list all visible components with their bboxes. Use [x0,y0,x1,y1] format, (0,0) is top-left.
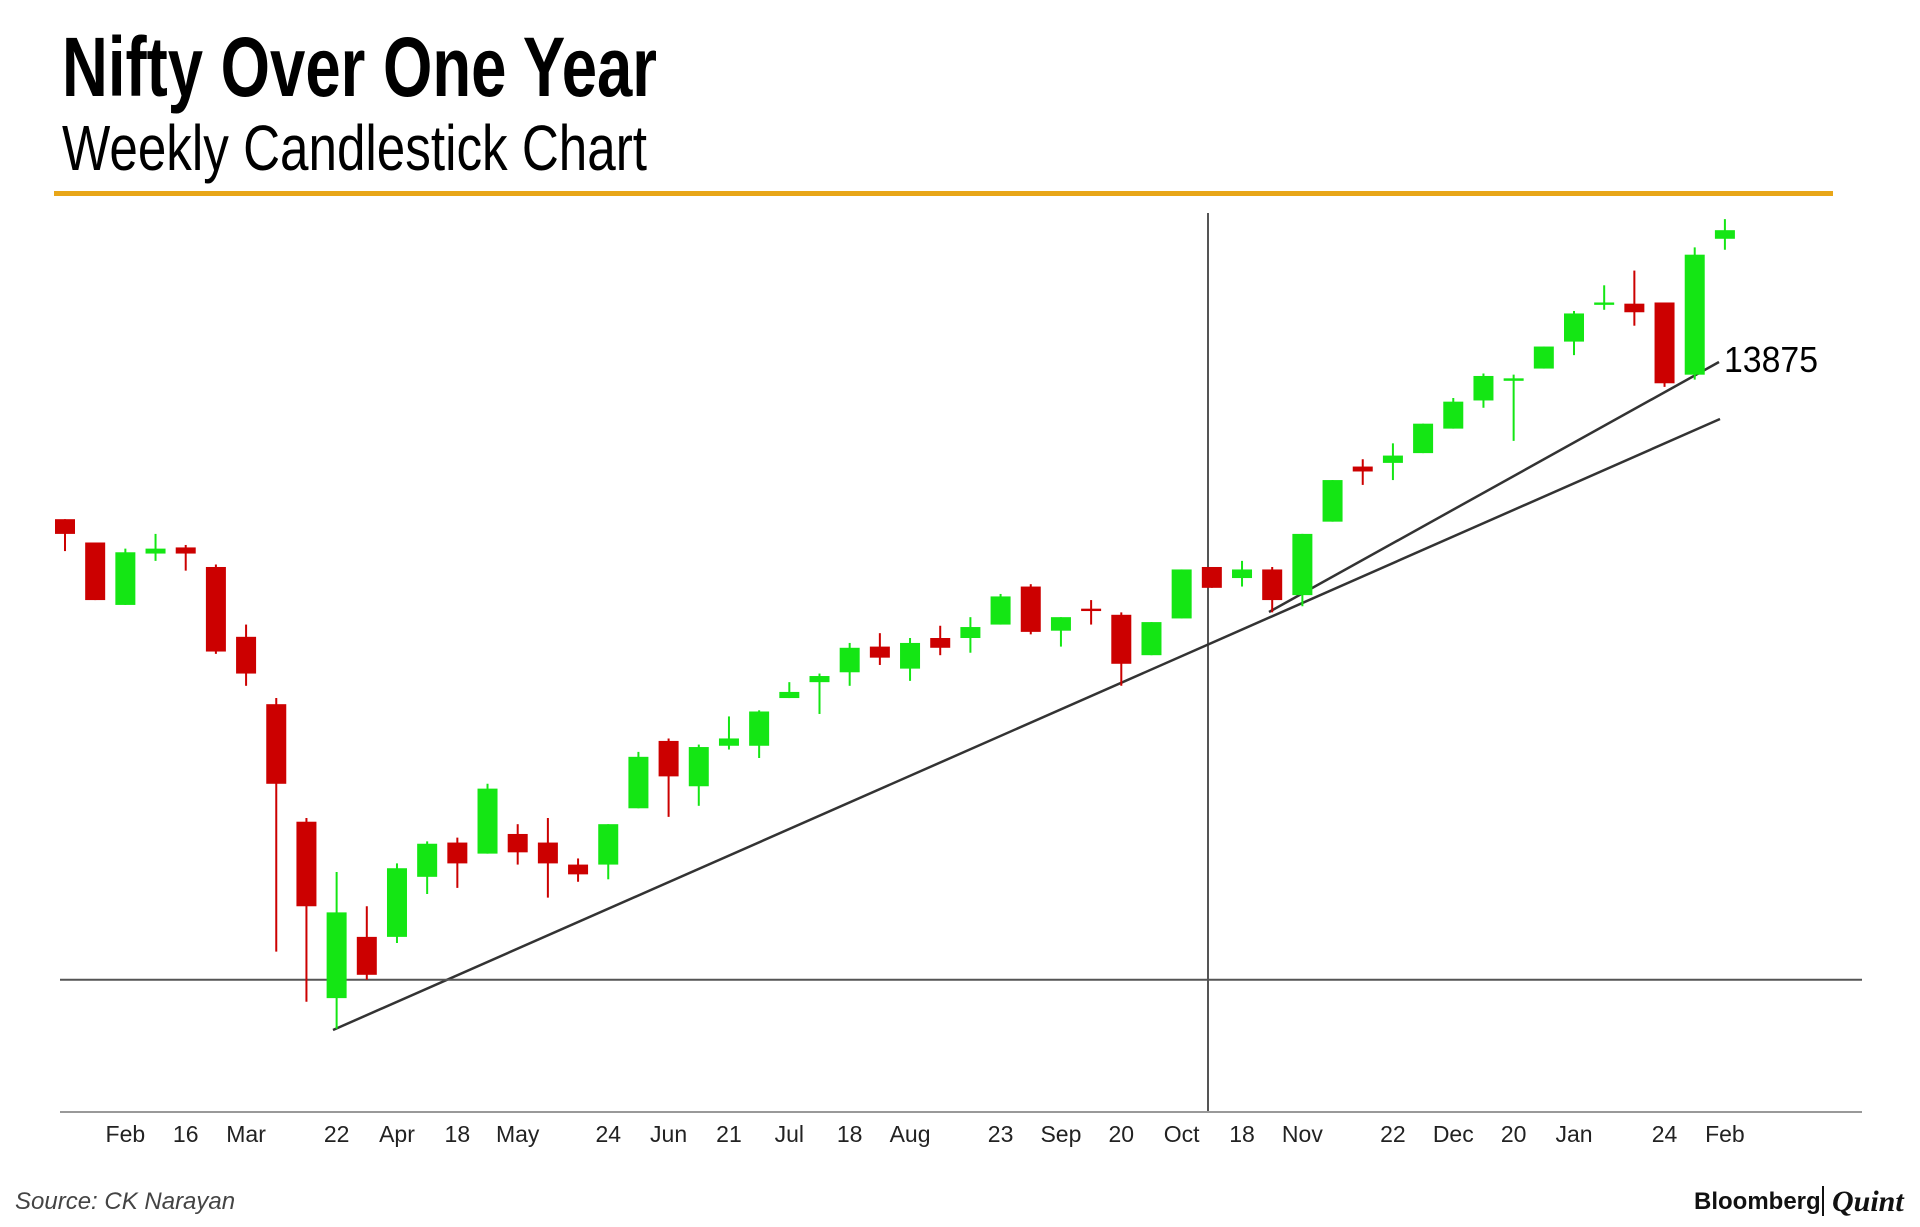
candle-body [1413,423,1434,454]
candle-body [658,740,679,777]
candle-body [990,596,1011,625]
x-tick-label: 18 [1229,1121,1255,1147]
trend-line [332,417,1721,1032]
candle-body [900,642,921,669]
x-tick-label: Aug [890,1121,931,1147]
candle-body [326,912,347,999]
candle-body [537,842,558,864]
candle-body [1564,313,1584,342]
candle-body [1081,608,1102,612]
candle-body [386,868,407,937]
x-tick-label: Nov [1282,1121,1323,1147]
candle-body [1624,303,1645,313]
candle-body [115,552,136,605]
candle-body [507,833,528,853]
x-tick-label: 21 [716,1121,742,1147]
candle-body [266,704,287,784]
x-tick-label: 22 [324,1121,350,1147]
candle-body [1141,622,1162,656]
x-tick-label: Jun [650,1121,687,1147]
chart-subtitle: Weekly Candlestick Chart [62,112,647,184]
candle-body [598,824,619,865]
candle-body [1171,569,1192,619]
chart-title: Nifty Over One Year [62,20,657,114]
candle-body [718,738,739,746]
x-tick-label: Dec [1433,1121,1474,1147]
candle-body [296,821,317,907]
x-tick-label: 20 [1501,1121,1527,1147]
candle-body [1443,401,1464,429]
x-tick-label: Sep [1040,1121,1081,1147]
candle-body [688,747,709,787]
candle-body [236,636,257,674]
x-tick-label: Mar [226,1121,266,1147]
x-tick-label: 16 [173,1121,199,1147]
candle-body [1201,566,1222,588]
candle-body [1473,375,1494,401]
x-tick-label: 18 [837,1121,863,1147]
candle-body [85,542,106,601]
candle-body [839,647,860,673]
candle-body [175,547,196,554]
candle-body [1050,617,1071,631]
candle-body [960,627,981,639]
x-tick-label: 18 [445,1121,471,1147]
candle-body [869,646,890,658]
candle-body [447,842,468,864]
candle-body [1654,302,1675,384]
candle-body [1292,533,1313,596]
candle-body [568,864,589,875]
candle-body [1111,614,1132,664]
candle-body [1714,230,1735,239]
candle-body [749,711,770,746]
x-tick-label: May [496,1121,540,1147]
x-tick-label: Apr [379,1121,415,1147]
x-tick-label: 24 [1652,1121,1678,1147]
candle-body [205,566,226,652]
annotation: 13875 [1724,339,1818,380]
candle-body [1684,254,1705,375]
candle-body [417,843,438,877]
x-tick-label: Feb [1705,1121,1745,1147]
candle-body [55,519,75,534]
candle-body [1533,346,1554,369]
candle-body [930,638,951,648]
candle-body [1262,569,1283,601]
x-tick-label: Oct [1164,1121,1200,1147]
x-tick-label: 24 [595,1121,621,1147]
candle-body [356,936,377,975]
x-tick-label: 20 [1109,1121,1135,1147]
brand-logo: Bloomberg [1694,1188,1821,1215]
x-tick-label: Feb [106,1121,146,1147]
x-tick-label: 23 [988,1121,1014,1147]
x-tick-label: 22 [1380,1121,1406,1147]
candle-body [809,676,830,683]
candle-body [779,691,800,699]
candle-body [1503,378,1524,381]
candle-body [1020,586,1041,632]
x-tick-label: Jan [1555,1121,1592,1147]
candle-body [1232,569,1253,579]
x-tick-label: Jul [775,1121,804,1147]
candle-body [1322,480,1343,522]
source-note: Source: CK Narayan [15,1188,235,1215]
candle-body [1594,302,1615,305]
candle-body [1352,466,1373,472]
trend-line [1268,360,1720,614]
brand-logo: Quint [1832,1185,1905,1218]
candle-body [628,756,649,809]
title-rule [54,191,1833,196]
candle-body [1382,455,1403,463]
candle-body [477,788,498,854]
candle-body [145,548,166,554]
